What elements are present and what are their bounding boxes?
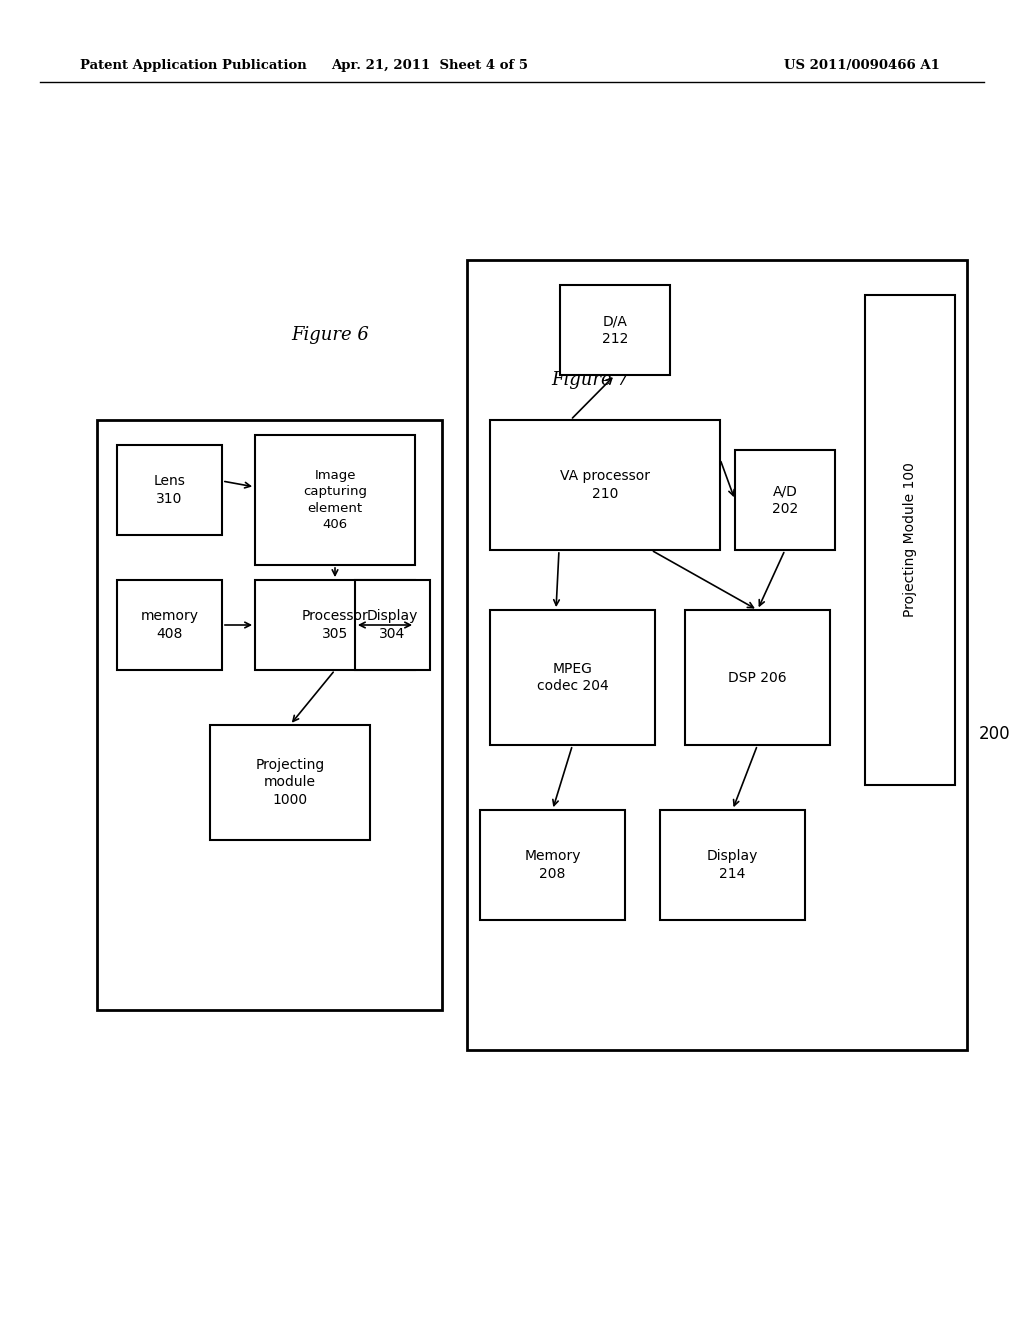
Bar (735, 450, 835, 550)
Bar (467, 260, 967, 1049)
Text: Display
214: Display 214 (707, 849, 758, 880)
Text: Figure 7: Figure 7 (551, 371, 629, 389)
Text: Apr. 21, 2011  Sheet 4 of 5: Apr. 21, 2011 Sheet 4 of 5 (332, 58, 528, 71)
Text: MPEG
codec 204: MPEG codec 204 (537, 661, 608, 693)
Bar (97, 420, 442, 1010)
Text: 200: 200 (979, 725, 1011, 743)
Text: Projecting Module 100: Projecting Module 100 (903, 462, 918, 618)
Bar (255, 579, 415, 671)
Text: Memory
208: Memory 208 (524, 849, 581, 880)
Text: Image
capturing
element
406: Image capturing element 406 (303, 469, 367, 531)
Text: Figure 6: Figure 6 (291, 326, 369, 345)
Bar (490, 420, 720, 550)
Bar (685, 610, 830, 744)
Text: DSP 206: DSP 206 (728, 671, 786, 685)
Bar (660, 810, 805, 920)
Text: A/D
202: A/D 202 (772, 484, 798, 516)
Bar (490, 610, 655, 744)
Text: US 2011/0090466 A1: US 2011/0090466 A1 (784, 58, 940, 71)
Text: Lens
310: Lens 310 (154, 474, 185, 506)
Bar (355, 579, 430, 671)
Text: Processor
305: Processor 305 (302, 609, 369, 642)
Bar (560, 285, 670, 375)
Text: Display
304: Display 304 (367, 609, 418, 642)
Text: memory
408: memory 408 (140, 609, 199, 642)
Bar (117, 579, 222, 671)
Bar (255, 436, 415, 565)
Bar (210, 725, 370, 840)
Text: D/A
212: D/A 212 (602, 314, 628, 346)
Bar (865, 294, 955, 785)
Text: Patent Application Publication: Patent Application Publication (80, 58, 307, 71)
Bar (480, 810, 625, 920)
Bar (117, 445, 222, 535)
Text: VA processor
210: VA processor 210 (560, 469, 650, 500)
Text: Projecting
module
1000: Projecting module 1000 (255, 758, 325, 808)
